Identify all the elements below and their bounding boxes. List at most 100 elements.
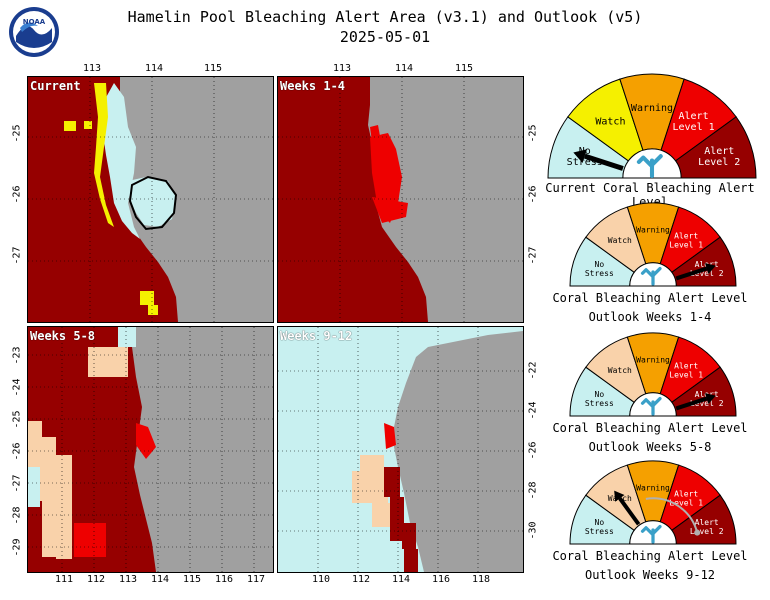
gauge-segment-label: Alert xyxy=(695,518,719,527)
panel-label-weeks1-4: Weeks 1-4 xyxy=(280,79,346,93)
top-tick: 113 xyxy=(333,63,352,74)
gauge-segment-label: Warning xyxy=(636,225,670,234)
gauge-segment-label: Warning xyxy=(631,103,673,114)
gauge-segment-label: Alert xyxy=(674,490,698,499)
panel-label-weeks9-12: Weeks 9-12 xyxy=(280,329,353,343)
left-tick: -26 xyxy=(11,442,23,461)
gauge-segment-label: Alert xyxy=(674,362,698,371)
panel-label-current: Current xyxy=(30,79,81,93)
top-tick: 115 xyxy=(455,63,474,74)
left-tick: -26 xyxy=(11,185,23,204)
gauge-arrow-head-icon xyxy=(614,490,625,502)
bottom-tick: 110 xyxy=(312,574,331,585)
bottom-tick: 114 xyxy=(392,574,411,585)
right-tick: -27 xyxy=(527,246,539,265)
left-tick: -28 xyxy=(11,506,23,525)
coral-icon xyxy=(640,396,662,416)
right-tick: -24 xyxy=(527,401,539,420)
left-tick: -27 xyxy=(11,246,23,265)
weeks1-4-map xyxy=(278,77,523,322)
map-title: Hamelin Pool Bleaching Alert Area (v3.1)… xyxy=(127,8,643,26)
bottom-tick: 112 xyxy=(352,574,371,585)
panel-label-weeks5-8: Weeks 5-8 xyxy=(30,329,96,343)
gauge-segment-label: Level 2 xyxy=(690,527,724,536)
right-tick: -30 xyxy=(527,521,539,540)
bottom-tick: 111 xyxy=(55,574,74,585)
gauge-segment-label: Level 1 xyxy=(669,499,703,508)
weeks9-12-map xyxy=(278,327,523,572)
gauge-segment-label: Stress xyxy=(567,157,603,168)
map-date: 2025-05-01 xyxy=(339,28,431,46)
bottom-tick: 116 xyxy=(215,574,234,585)
gauge-segment-label: Watch xyxy=(608,366,632,375)
gauge-trend-arc xyxy=(645,497,699,533)
gauge-segment-label: No xyxy=(595,518,605,527)
gauge-arrow-icon xyxy=(618,497,641,526)
top-tick: 113 xyxy=(83,63,102,74)
gauge-segment-label: No xyxy=(595,390,605,399)
left-tick: -25 xyxy=(11,410,23,429)
left-tick: -27 xyxy=(11,474,23,493)
noaa-logo-icon: NOAA xyxy=(9,7,59,57)
bottom-tick: 116 xyxy=(432,574,451,585)
gauge-caption: Coral Bleaching Alert Level xyxy=(552,549,748,563)
gauge-arrow-head-icon xyxy=(704,393,716,405)
top-tick: 114 xyxy=(145,63,164,74)
map-panel-weeks1-4: Weeks 1-4 xyxy=(277,76,524,323)
gauge-segment-label: Watch xyxy=(608,236,632,245)
gauge-segment-label: Level 1 xyxy=(669,241,703,250)
bottom-tick: 115 xyxy=(183,574,202,585)
gauge-segment-label: Level 2 xyxy=(690,399,724,408)
gauge-segment-label: Alert xyxy=(674,232,698,241)
gauge-arrow-head-icon xyxy=(704,263,716,275)
gauge-arrow-icon xyxy=(675,396,708,411)
gauge-trend-dot xyxy=(694,529,701,536)
left-tick: -23 xyxy=(11,346,23,365)
gauge-segment-label: Warning xyxy=(636,483,670,492)
coral-icon xyxy=(640,524,662,544)
gauge-segment-label: Level 1 xyxy=(672,122,714,133)
gauge-segment-label: Alert xyxy=(704,146,734,157)
bottom-tick: 113 xyxy=(119,574,138,585)
bottom-tick: 117 xyxy=(247,574,266,585)
gauge-caption: Outlook Weeks 1-4 xyxy=(588,310,712,324)
gauge-segment-label: Alert xyxy=(679,111,709,122)
svg-text:NOAA: NOAA xyxy=(23,18,46,26)
coral-icon xyxy=(636,154,663,179)
gauge-caption: Outlook Weeks 5-8 xyxy=(588,440,712,454)
gauge-segment-label: Stress xyxy=(585,527,614,536)
map-panel-weeks9-12: Weeks 9-12 xyxy=(277,326,524,573)
gauge-segment-label: Watch xyxy=(595,116,625,127)
bottom-tick: 118 xyxy=(472,574,491,585)
left-tick: -24 xyxy=(11,378,23,397)
right-tick: -25 xyxy=(527,124,539,143)
right-tick: -22 xyxy=(527,361,539,380)
gauge-arrow-icon xyxy=(583,153,624,171)
gauge-arrow-icon xyxy=(675,266,708,281)
gauge-segment-label: Stress xyxy=(585,269,614,278)
top-tick: 114 xyxy=(395,63,414,74)
gauge-segment-label: Level 1 xyxy=(669,371,703,380)
top-tick: 115 xyxy=(204,63,223,74)
gauge-arrow-head-icon xyxy=(573,149,587,163)
left-tick: -29 xyxy=(11,538,23,557)
gauge-segment-label: No xyxy=(595,260,605,269)
map-panel-current: Current xyxy=(27,76,274,323)
coral-icon xyxy=(640,266,662,286)
bottom-tick: 114 xyxy=(151,574,170,585)
gauge-caption: Coral Bleaching Alert Level xyxy=(552,421,748,435)
gauge-caption: Coral Bleaching Alert Level xyxy=(552,291,748,305)
gauge-segment-label: Stress xyxy=(585,399,614,408)
left-tick: -25 xyxy=(11,124,23,143)
map-panel-weeks5-8: Weeks 5-8 xyxy=(27,326,274,573)
current-map xyxy=(28,77,273,322)
right-tick: -28 xyxy=(527,481,539,500)
gauge-caption: Outlook Weeks 9-12 xyxy=(584,568,716,582)
gauge-segment-label: Level 2 xyxy=(690,269,724,278)
gauge-segment-label: Level 2 xyxy=(698,157,740,168)
weeks5-8-map xyxy=(28,327,273,572)
